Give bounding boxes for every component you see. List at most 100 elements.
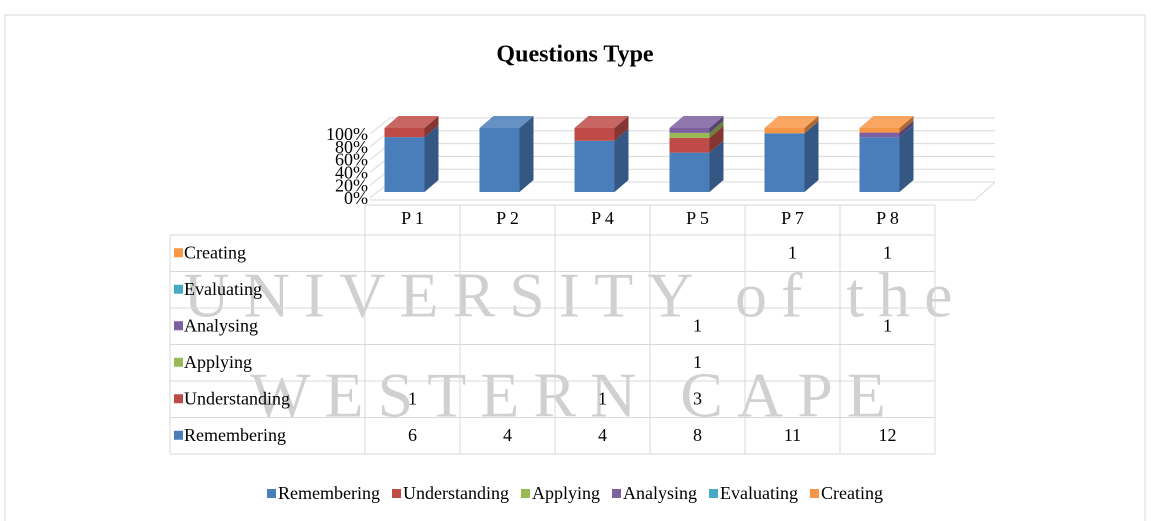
bar-front (669, 128, 710, 133)
bar-front (669, 137, 710, 153)
bar-side (424, 125, 439, 192)
bar-side (899, 120, 914, 138)
table-cell: 12 (879, 425, 897, 445)
bar-side (804, 121, 819, 192)
bar-segment (859, 125, 914, 192)
table-cell: 1 (883, 315, 892, 335)
table-cell: 1 (693, 315, 702, 335)
table-cell: 3 (693, 388, 702, 408)
table-cell: 1 (408, 388, 417, 408)
bar-segment (669, 140, 724, 192)
legend-label: Remembering (278, 483, 380, 503)
bar-segment (669, 116, 724, 133)
legend-key (174, 248, 183, 258)
bar-segment (859, 116, 914, 133)
legend-key (709, 489, 719, 498)
bar-segment (669, 120, 724, 138)
table-row-label: Applying (184, 352, 252, 372)
bar-front (479, 128, 520, 192)
legend-key (174, 394, 183, 404)
legend-label: Analysing (623, 483, 697, 503)
bar-side (709, 120, 724, 138)
legend-key (392, 489, 402, 498)
table-cell: 1 (693, 352, 702, 372)
bar-top (764, 116, 819, 128)
bar-side (709, 125, 724, 153)
bar-front (574, 140, 615, 192)
bar-segment (479, 116, 534, 192)
y-tick-label: 40% (335, 163, 368, 183)
y-tick-label: 80% (335, 137, 368, 157)
y-tick-label: 20% (335, 175, 368, 195)
table-cell: 6 (408, 425, 417, 445)
y-tick-label: 0% (344, 188, 368, 208)
bar-top (574, 116, 629, 128)
bar-side (709, 140, 724, 192)
bar-side (804, 116, 819, 134)
bar-front (384, 137, 425, 192)
bar-top (859, 116, 914, 128)
legend-key (174, 430, 183, 440)
bar-front (669, 152, 710, 192)
bar-side (519, 116, 534, 192)
bar-front (859, 128, 900, 133)
bar-front (574, 128, 615, 141)
x-tick-label: P 5 (686, 208, 709, 228)
floor (370, 181, 996, 201)
watermark: UNIVERSITY of the (183, 260, 966, 331)
legend-label: Evaluating (720, 483, 798, 503)
bar-top (479, 116, 534, 128)
table-row-label: Creating (184, 242, 246, 262)
y-tick-label: 100% (326, 124, 368, 144)
bar-segment (574, 128, 629, 192)
bar-segment (574, 116, 629, 141)
legend-label: Applying (532, 483, 600, 503)
x-tick-label: P 2 (496, 208, 519, 228)
table-cell: 4 (503, 425, 512, 445)
bar-front (859, 137, 900, 192)
table-cell: 1 (883, 242, 892, 262)
bar-segment (384, 125, 439, 192)
bar-side (899, 125, 914, 192)
legend-key (174, 357, 183, 367)
table-row-label: Analysing (184, 315, 258, 335)
table-cell: 4 (598, 425, 607, 445)
bar-segment (859, 120, 914, 138)
legend-key (612, 489, 622, 498)
table-cell: 8 (693, 425, 702, 445)
bar-front (764, 133, 805, 192)
watermark: WESTERN CAPE (250, 360, 900, 431)
bar-front (764, 128, 805, 134)
x-tick-label: P 4 (591, 208, 614, 228)
table-row-label: Remembering (184, 425, 286, 445)
bar-side (709, 116, 724, 133)
legend-label: Understanding (403, 483, 509, 503)
bar-side (614, 116, 629, 141)
y-tick-label: 60% (335, 150, 368, 170)
table-cell: 1 (598, 388, 607, 408)
bar-segment (669, 125, 724, 153)
x-tick-label: P 7 (781, 208, 804, 228)
bar-side (424, 116, 439, 138)
legend-key (174, 284, 183, 294)
table-cell: 1 (788, 242, 797, 262)
legend: Remembering Understanding Applying Analysin… (267, 483, 883, 503)
bar-top (669, 116, 724, 128)
x-tick-label: P 8 (876, 208, 899, 228)
legend-key (520, 489, 530, 498)
bar-front (859, 132, 900, 138)
table-cell: 11 (784, 425, 801, 445)
chart-frame (4, 14, 1146, 521)
table-row-label: Evaluating (184, 279, 262, 299)
legend-label: Creating (821, 483, 883, 503)
x-tick-label: P 1 (401, 208, 424, 228)
legend-key (174, 321, 183, 331)
table-row-label: Understanding (184, 388, 290, 408)
bar-segment (764, 121, 819, 192)
bar-front (384, 128, 425, 138)
chart-title: Questions Type (496, 42, 653, 68)
bar-top (384, 116, 439, 128)
bar-segment (764, 116, 819, 134)
